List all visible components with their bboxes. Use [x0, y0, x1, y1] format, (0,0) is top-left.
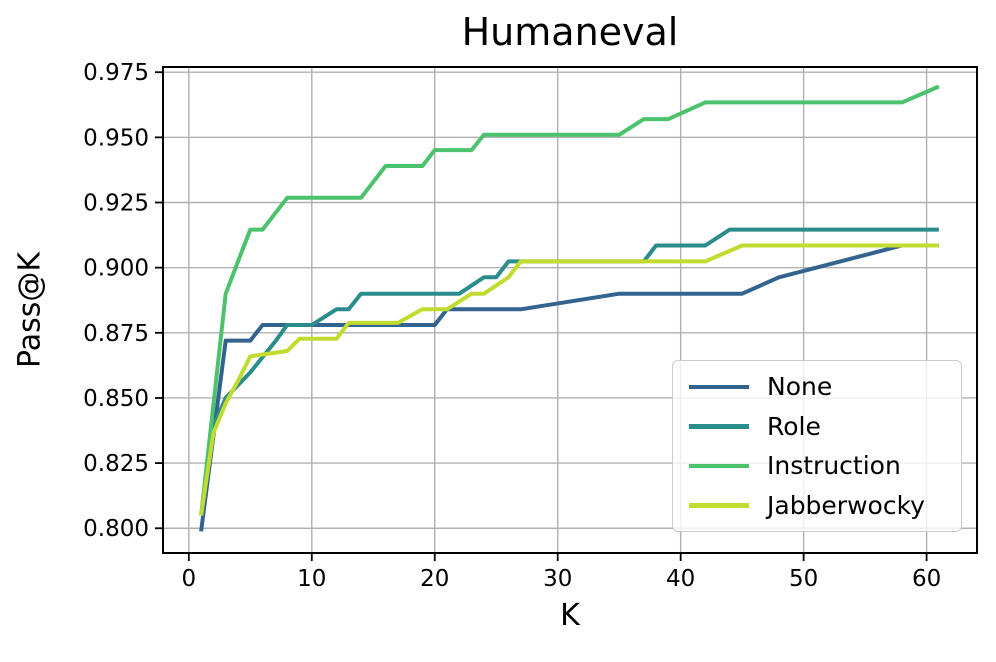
x-tick-label: 10 — [297, 566, 326, 592]
y-tick-label: 0.975 — [83, 60, 149, 86]
x-tick-label: 60 — [912, 566, 941, 592]
series-line-jabberwocky — [199, 243, 939, 516]
x-tick-label: 40 — [666, 566, 695, 592]
legend-item-role: Role — [673, 407, 961, 447]
legend-item-instruction: Instruction — [673, 446, 961, 486]
legend-label: Jabberwocky — [767, 490, 925, 520]
series-line-instruction — [199, 84, 940, 516]
legend-item-none: None — [673, 367, 961, 407]
legend-item-jabberwocky: Jabberwocky — [673, 486, 961, 526]
y-tick-label: 0.875 — [83, 321, 149, 347]
legend-line-swatch — [689, 384, 749, 389]
series-line-role — [199, 227, 939, 516]
legend-label: Role — [767, 411, 821, 441]
legend-label: Instruction — [767, 451, 901, 481]
y-tick-label: 0.850 — [83, 386, 149, 412]
legend-box: None Role Instruction Jabberwocky — [672, 360, 962, 532]
x-tick-label: 30 — [543, 566, 572, 592]
y-tick-label: 0.925 — [83, 191, 149, 217]
legend-line-swatch — [689, 503, 749, 508]
y-axis-label: Pass@K — [12, 251, 48, 369]
y-tick-label: 0.825 — [83, 451, 149, 477]
x-tick-label: 50 — [789, 566, 818, 592]
x-axis-label: K — [560, 598, 580, 633]
y-tick-label: 0.950 — [83, 125, 149, 151]
chart-title: Humaneval — [461, 10, 679, 54]
y-tick-label: 0.800 — [83, 516, 149, 542]
series-line-none — [199, 243, 939, 532]
plot-border — [162, 66, 978, 554]
x-tick-label: 0 — [182, 566, 197, 592]
legend-line-swatch — [689, 424, 749, 429]
legend-label: None — [767, 372, 833, 402]
x-tick-label: 20 — [420, 566, 449, 592]
y-tick-label: 0.900 — [83, 256, 149, 282]
legend-line-swatch — [689, 463, 749, 468]
